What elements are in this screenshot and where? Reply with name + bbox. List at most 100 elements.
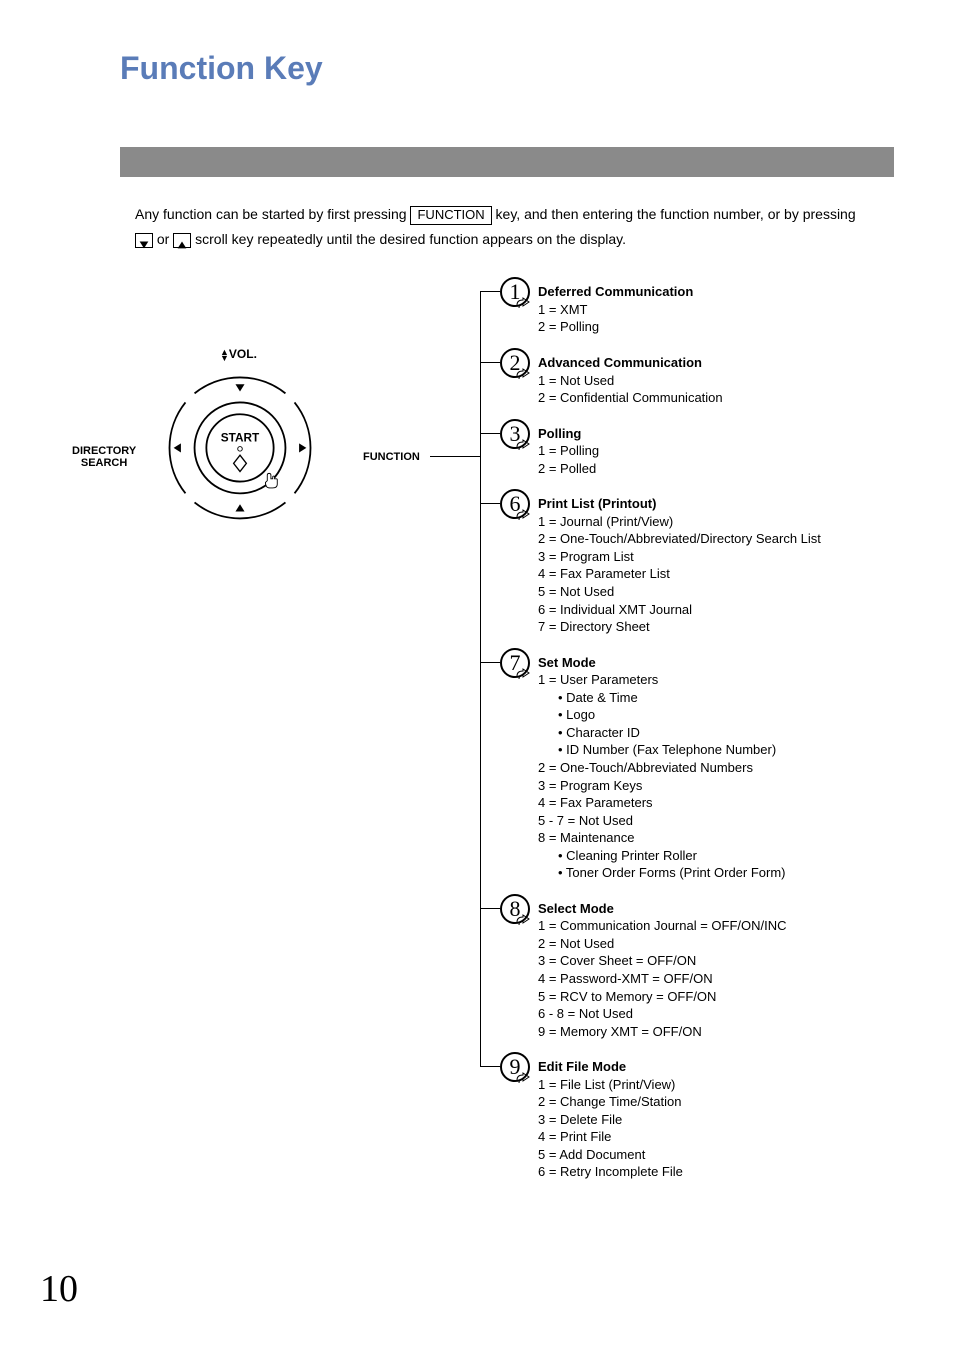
- function-line: 7 = Directory Sheet: [538, 618, 821, 636]
- function-number-circle: 3: [500, 419, 530, 449]
- directory-label-line2: SEARCH: [81, 457, 127, 469]
- function-line: 4 = Fax Parameters: [538, 794, 786, 812]
- function-line: 4 = Print File: [538, 1128, 683, 1146]
- function-line: • Logo: [538, 706, 786, 724]
- circle-press-arrow-icon: [516, 368, 530, 382]
- branch-line: [480, 291, 500, 292]
- control-pad-svg: START: [130, 357, 350, 557]
- function-number-circle: 1: [500, 277, 530, 307]
- function-line: • Date & Time: [538, 689, 786, 707]
- branch-line: [480, 362, 500, 363]
- function-title: Print List (Printout): [538, 495, 821, 513]
- function-row: 1 Deferred Communication1 = XMT2 = Pollin…: [480, 277, 904, 336]
- function-line: 4 = Fax Parameter List: [538, 565, 821, 583]
- function-line: 8 = Maintenance: [538, 829, 786, 847]
- circle-press-arrow-icon: [516, 668, 530, 682]
- function-row: 6 Print List (Printout)1 = Journal (Print…: [480, 489, 904, 635]
- start-label: START: [221, 431, 260, 445]
- function-line: 5 = RCV to Memory = OFF/ON: [538, 988, 787, 1006]
- branch-line: [480, 433, 500, 434]
- function-line: 2 = Change Time/Station: [538, 1093, 683, 1111]
- function-line: 2 = Not Used: [538, 935, 787, 953]
- section-bar: [120, 147, 894, 177]
- function-content: Polling1 = Polling2 = Polled: [538, 419, 599, 478]
- function-row: 3 Polling1 = Polling2 = Polled: [480, 419, 904, 478]
- circle-press-arrow-icon: [516, 297, 530, 311]
- function-line: 1 = File List (Print/View): [538, 1076, 683, 1094]
- function-side-label: FUNCTION: [363, 451, 420, 463]
- intro-text-end: scroll key repeatedly until the desired …: [195, 231, 626, 247]
- function-content: Print List (Printout)1 = Journal (Print/…: [538, 489, 821, 635]
- function-line: • Toner Order Forms (Print Order Form): [538, 864, 786, 882]
- intro-text-or: or: [157, 231, 173, 247]
- function-title: Select Mode: [538, 900, 787, 918]
- function-line: 3 = Program Keys: [538, 777, 786, 795]
- circle-press-arrow-icon: [516, 509, 530, 523]
- directory-search-label: DIRECTORY SEARCH: [72, 445, 136, 469]
- function-line: 3 = Delete File: [538, 1111, 683, 1129]
- function-number-circle: 7: [500, 648, 530, 678]
- function-content: Select Mode1 = Communication Journal = O…: [538, 894, 787, 1040]
- scroll-down-key-icon: [135, 233, 153, 248]
- function-line: 1 = XMT: [538, 301, 693, 319]
- function-content: Advanced Communication1 = Not Used2 = Co…: [538, 348, 723, 407]
- function-line: 1 = Not Used: [538, 372, 723, 390]
- branch-line: [480, 662, 500, 663]
- circle-press-arrow-icon: [516, 1072, 530, 1086]
- branch-line: [480, 908, 500, 909]
- page-title: Function Key: [120, 50, 904, 87]
- function-line: 1 = Polling: [538, 442, 599, 460]
- function-line: 6 - 8 = Not Used: [538, 1005, 787, 1023]
- function-content: Set Mode1 = User Parameters• Date & Time…: [538, 648, 786, 882]
- function-line: 4 = Password-XMT = OFF/ON: [538, 970, 787, 988]
- function-line: 2 = Polled: [538, 460, 599, 478]
- function-key-box: FUNCTION: [410, 206, 491, 225]
- function-number-circle: 6: [500, 489, 530, 519]
- function-line: • ID Number (Fax Telephone Number): [538, 741, 786, 759]
- function-title: Advanced Communication: [538, 354, 723, 372]
- branch-line: [480, 503, 500, 504]
- function-line: 2 = One-Touch/Abbreviated Numbers: [538, 759, 786, 777]
- directory-label-line1: DIRECTORY: [72, 445, 136, 457]
- function-line: 5 = Not Used: [538, 583, 821, 601]
- function-row: 9 Edit File Mode1 = File List (Print/View…: [480, 1052, 904, 1181]
- function-content: Edit File Mode1 = File List (Print/View)…: [538, 1052, 683, 1181]
- intro-text-mid: key, and then entering the function numb…: [496, 206, 856, 222]
- function-title: Edit File Mode: [538, 1058, 683, 1076]
- control-pad-diagram: ▲▼VOL. DIRECTORY SEARCH FUNCTION: [130, 347, 430, 567]
- function-line: 3 = Cover Sheet = OFF/ON: [538, 952, 787, 970]
- function-line: 2 = One-Touch/Abbreviated/Directory Sear…: [538, 530, 821, 548]
- function-row: 2 Advanced Communication1 = Not Used2 = C…: [480, 348, 904, 407]
- function-content: Deferred Communication1 = XMT2 = Polling: [538, 277, 693, 336]
- function-title: Polling: [538, 425, 599, 443]
- intro-paragraph: Any function can be started by first pre…: [135, 202, 874, 252]
- function-line: 1 = Journal (Print/View): [538, 513, 821, 531]
- function-title: Deferred Communication: [538, 283, 693, 301]
- function-number-circle: 8: [500, 894, 530, 924]
- function-line: 6 = Retry Incomplete File: [538, 1163, 683, 1181]
- function-line: 2 = Confidential Communication: [538, 389, 723, 407]
- function-line: 2 = Polling: [538, 318, 693, 336]
- page-number: 10: [40, 1267, 78, 1311]
- branch-line: [480, 1066, 500, 1067]
- function-line: 1 = Communication Journal = OFF/ON/INC: [538, 917, 787, 935]
- function-line: 5 = Add Document: [538, 1146, 683, 1164]
- circle-press-arrow-icon: [516, 439, 530, 453]
- function-line: 1 = User Parameters: [538, 671, 786, 689]
- intro-text-pre: Any function can be started by first pre…: [135, 206, 410, 222]
- function-line: 6 = Individual XMT Journal: [538, 601, 821, 619]
- function-line: • Character ID: [538, 724, 786, 742]
- function-number-circle: 9: [500, 1052, 530, 1082]
- function-line: 5 - 7 = Not Used: [538, 812, 786, 830]
- circle-press-arrow-icon: [516, 914, 530, 928]
- function-number-circle: 2: [500, 348, 530, 378]
- function-line: 3 = Program List: [538, 548, 821, 566]
- function-line: 9 = Memory XMT = OFF/ON: [538, 1023, 787, 1041]
- scroll-up-key-icon: [173, 233, 191, 248]
- function-row: 7 Set Mode1 = User Parameters• Date & Tim…: [480, 648, 904, 882]
- function-title: Set Mode: [538, 654, 786, 672]
- functions-list: 1 Deferred Communication1 = XMT2 = Pollin…: [480, 277, 904, 1193]
- function-row: 8 Select Mode1 = Communication Journal = …: [480, 894, 904, 1040]
- function-line: • Cleaning Printer Roller: [538, 847, 786, 865]
- function-connector-line: [430, 456, 480, 457]
